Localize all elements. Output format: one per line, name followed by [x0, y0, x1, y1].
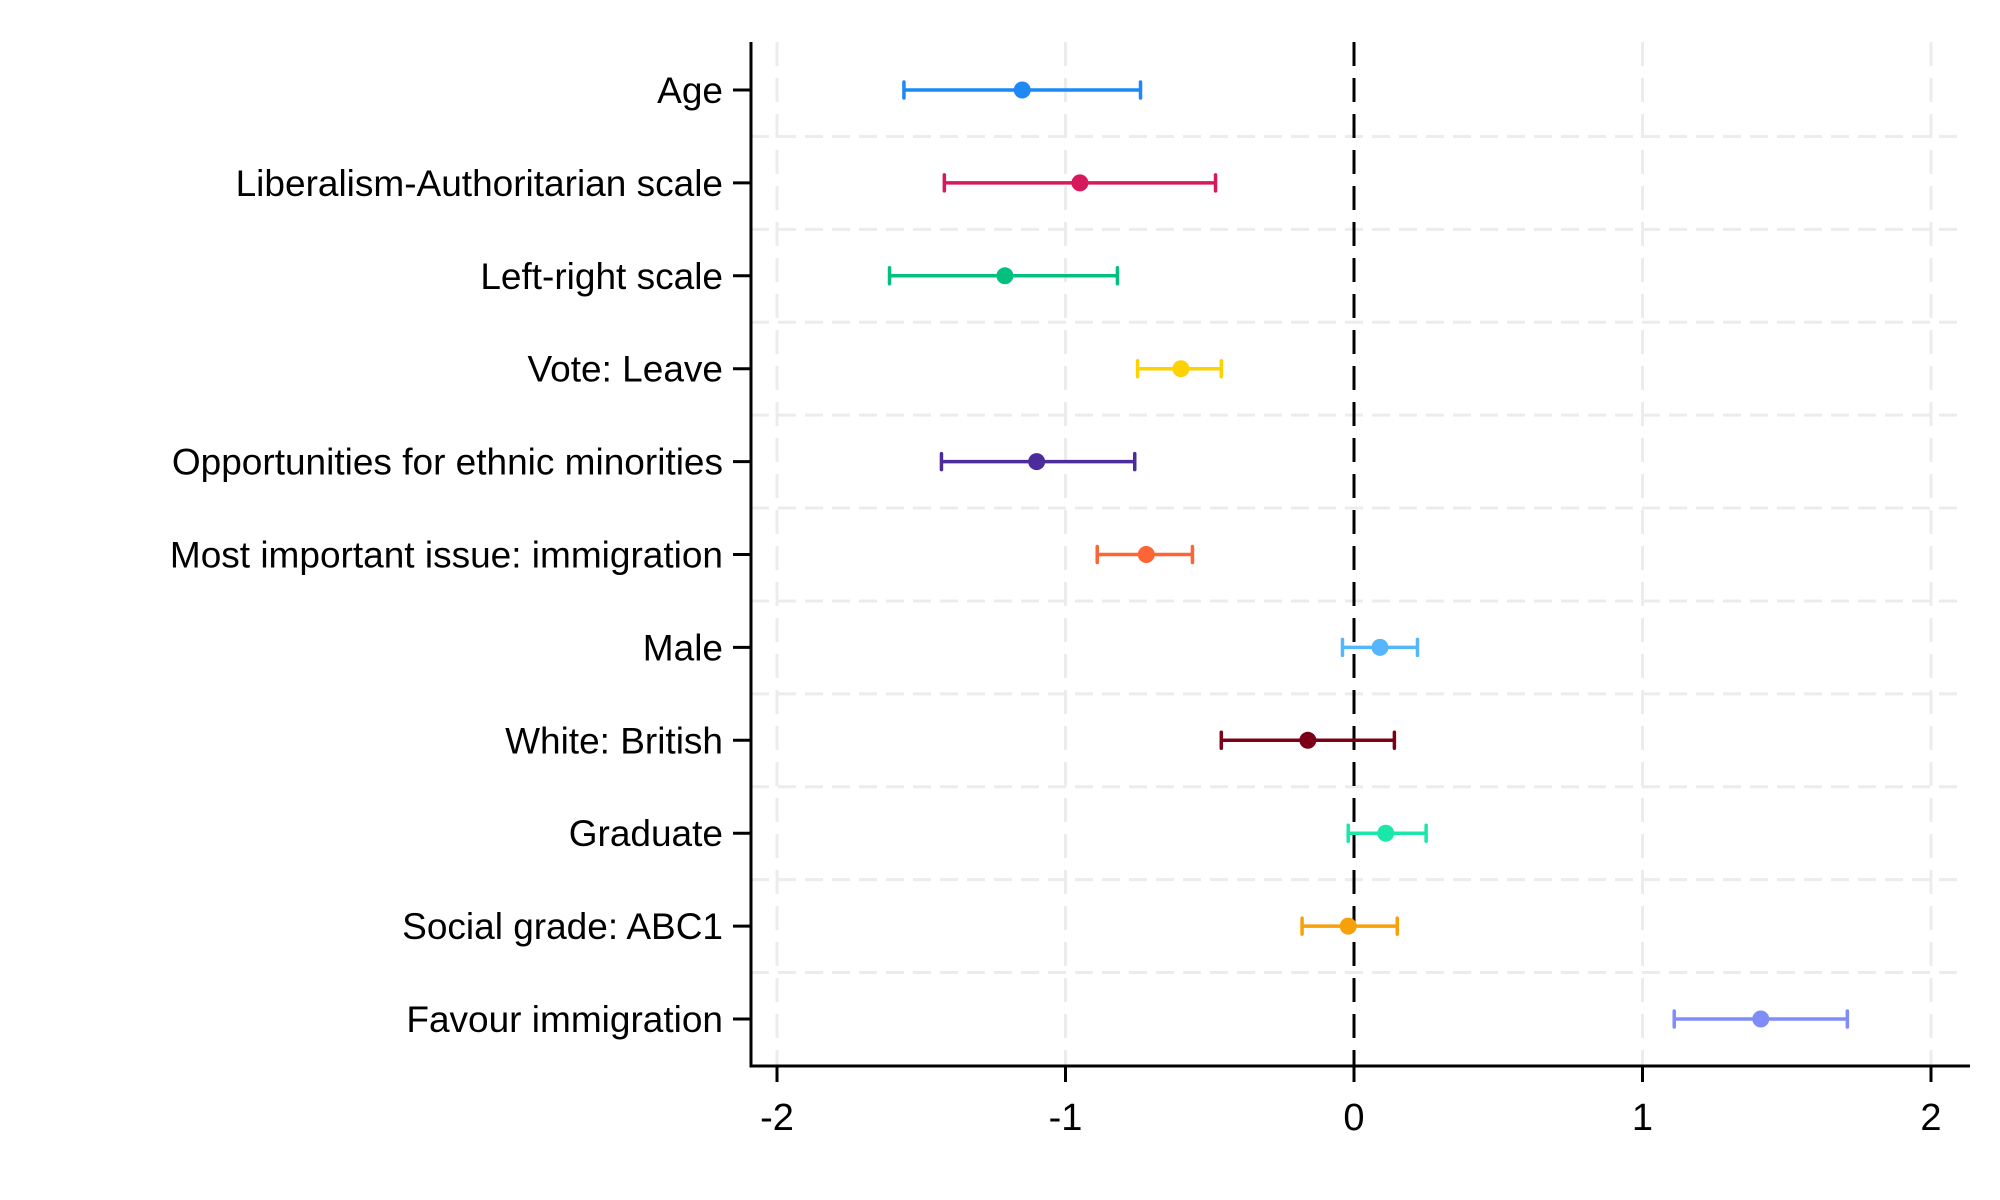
category-label: Opportunities for ethnic minorities: [172, 442, 723, 483]
category-label: Liberalism-Authoritarian scale: [236, 163, 723, 204]
category-label: White: British: [505, 720, 723, 761]
estimate-liberalism-authoritarian-scale: [942, 173, 1218, 193]
point-estimate: [1071, 174, 1089, 192]
x-tick-label: 1: [1632, 1097, 1653, 1139]
estimate-most-important-issue-immigration: [1095, 544, 1195, 565]
category-label: Vote: Leave: [528, 349, 723, 390]
estimate-opportunities-for-ethnic-minorities: [939, 451, 1137, 472]
category-label: Social grade: ABC1: [402, 906, 723, 947]
category-label: Graduate: [569, 813, 723, 854]
x-tick-labels: -2 -1 0 1 2: [760, 1097, 1941, 1139]
estimate-vote-leave: [1135, 358, 1224, 379]
estimate-left-right-scale: [887, 266, 1120, 286]
category-label: Age: [657, 70, 723, 111]
point-estimate: [1137, 546, 1155, 563]
point-estimate: [1172, 360, 1190, 378]
category-label: Favour immigration: [406, 999, 723, 1040]
estimate-white-british: [1219, 730, 1397, 751]
x-tick-label: -1: [1049, 1097, 1083, 1139]
point-estimate: [1752, 1010, 1770, 1028]
estimate-male: [1340, 637, 1420, 658]
x-tick-label: 2: [1920, 1097, 1941, 1139]
estimate-social-grade-abc1: [1300, 916, 1400, 936]
estimate-graduate: [1346, 823, 1428, 843]
category-label: Most important issue: immigration: [170, 535, 723, 576]
axes: [733, 42, 1970, 1082]
point-estimate: [1339, 917, 1357, 935]
point-estimate: [1013, 81, 1031, 99]
category-label: Male: [643, 627, 723, 668]
estimate-favour-immigration: [1672, 1009, 1850, 1029]
x-tick-label: 0: [1343, 1097, 1364, 1139]
point-estimate: [1028, 453, 1046, 471]
category-labels: Age Liberalism-Authoritarian scale Left-ri…: [170, 70, 723, 1040]
point-estimate: [1377, 824, 1395, 842]
estimates: [887, 80, 1850, 1029]
point-estimate: [1371, 638, 1389, 656]
point-estimate: [1299, 731, 1317, 749]
x-tick-label: -2: [760, 1097, 794, 1139]
estimate-age: [902, 80, 1143, 100]
category-label: Left-right scale: [480, 256, 723, 297]
point-estimate: [996, 267, 1014, 285]
